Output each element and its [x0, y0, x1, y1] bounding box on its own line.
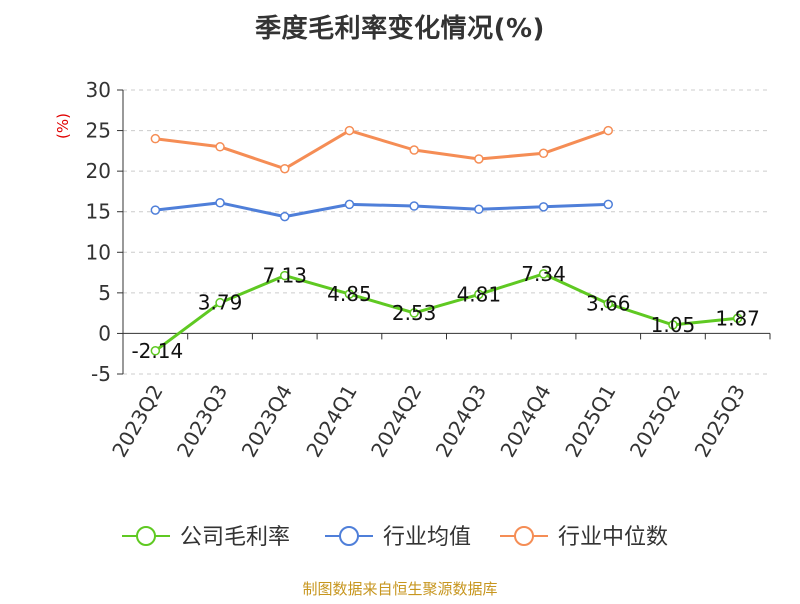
data-point [215, 297, 225, 308]
data-point [280, 211, 290, 222]
data-label: 3.66 [586, 292, 631, 316]
series-line [153, 272, 740, 353]
data-point [344, 125, 355, 136]
series-line [153, 129, 610, 171]
data-label: 4.85 [327, 282, 372, 306]
data-point [603, 298, 613, 309]
data-label: 7.34 [521, 262, 566, 286]
x-tick-label: 2023Q4 [237, 381, 297, 462]
y-tick-label: 30 [86, 78, 111, 102]
data-label: 3.79 [198, 291, 243, 315]
data-point [150, 133, 161, 144]
data-point [280, 163, 290, 174]
x-tick-label: 2025Q1 [560, 381, 620, 462]
y-tick-label: 0 [98, 321, 111, 345]
y-tick-label: 20 [86, 159, 111, 183]
x-tick-label: 2025Q3 [690, 381, 750, 462]
data-point [409, 145, 419, 155]
data-point [409, 201, 419, 211]
data-label: 7.13 [262, 264, 307, 288]
data-point [215, 198, 225, 208]
data-point [538, 148, 549, 159]
x-tick-label: 2024Q1 [301, 381, 361, 462]
x-tick-label: 2024Q3 [431, 380, 491, 461]
x-tick-label: 2025Q2 [625, 381, 685, 462]
data-point [215, 142, 225, 152]
y-tick-label: 5 [98, 281, 111, 305]
y-tick-label: 10 [86, 240, 111, 264]
x-tick-label: 2023Q2 [107, 381, 167, 462]
data-point [474, 204, 484, 215]
data-point [538, 202, 549, 212]
chart-title: 季度毛利率变化情况(%) [255, 14, 545, 44]
data-point [409, 308, 419, 318]
data-label: 4.81 [457, 282, 502, 306]
legend-label: 公司毛利率 [180, 525, 290, 550]
data-label: 1.87 [715, 306, 760, 330]
x-tick-label: 2024Q2 [366, 381, 426, 462]
y-tick-label: 15 [86, 200, 111, 224]
source-note: 制图数据来自恒生聚源数据库 [302, 580, 498, 598]
legend-label: 行业均值 [383, 525, 471, 550]
x-tick-label: 2024Q4 [495, 381, 555, 462]
data-point [280, 270, 290, 281]
data-point [150, 205, 161, 215]
data-point [344, 289, 355, 299]
y-tick-label: -5 [91, 362, 111, 386]
data-label: 1.05 [651, 313, 696, 337]
series-line [153, 201, 610, 219]
data-point [150, 346, 161, 356]
x-tick-label: 2023Q3 [172, 381, 232, 462]
legend-marker [136, 526, 156, 546]
y-tick-label: 25 [86, 119, 111, 143]
data-point [668, 320, 678, 330]
data-point [603, 199, 613, 210]
data-point [474, 154, 484, 164]
data-point [344, 199, 355, 210]
y-axis-label: (%) [54, 113, 72, 139]
legend-label: 行业中位数 [558, 525, 668, 550]
legend-marker [339, 526, 359, 546]
legend-marker [514, 526, 534, 546]
data-label: -2.14 [131, 339, 183, 363]
data-point [474, 289, 484, 300]
data-point [732, 313, 743, 324]
data-point [603, 125, 613, 136]
data-point [538, 269, 549, 279]
data-label: 2.53 [392, 301, 437, 325]
